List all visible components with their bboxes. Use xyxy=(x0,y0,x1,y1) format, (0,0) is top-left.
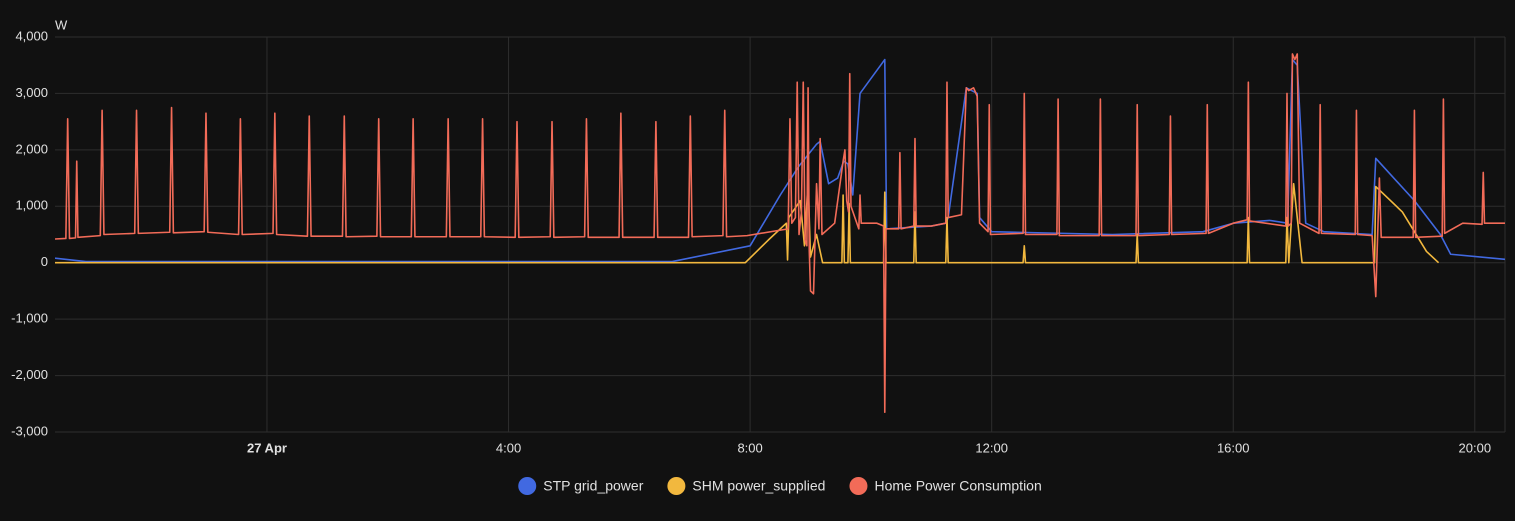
y-tick-label: 2,000 xyxy=(15,141,48,156)
x-tick-label: 16:00 xyxy=(1217,440,1250,455)
series-line xyxy=(55,180,1440,264)
y-tick-label: 4,000 xyxy=(15,28,48,43)
y-tick-label: -1,000 xyxy=(11,311,48,326)
plot-area xyxy=(55,53,1505,414)
legend-item[interactable]: STP grid_power xyxy=(518,477,644,495)
x-tick-label: 27 Apr xyxy=(247,440,287,455)
series-line xyxy=(55,53,1505,414)
y-tick-label: -2,000 xyxy=(11,367,48,382)
y-tick-label: -3,000 xyxy=(11,423,48,438)
axes: W -3,000 -2,000 -1,000 0 1,000 2,000 3,000 4,00… xyxy=(11,17,1491,455)
y-tick-label: 0 xyxy=(41,254,48,269)
legend-label: SHM power_supplied xyxy=(692,478,825,494)
x-tick-label: 4:00 xyxy=(496,440,521,455)
x-tick-label: 12:00 xyxy=(975,440,1008,455)
legend-label: STP grid_power xyxy=(543,478,643,494)
y-tick-label: 3,000 xyxy=(15,85,48,100)
legend-swatch xyxy=(849,477,868,495)
y-tick-label: 1,000 xyxy=(15,198,48,213)
legend-item[interactable]: Home Power Consumption xyxy=(849,477,1042,495)
x-tick-label: 20:00 xyxy=(1459,440,1492,455)
legend-swatch xyxy=(667,477,686,495)
legend-label: Home Power Consumption xyxy=(874,478,1041,494)
y-unit: W xyxy=(55,17,68,32)
legend-item[interactable]: SHM power_supplied xyxy=(667,477,825,495)
legend-swatch xyxy=(518,477,537,495)
legend: STP grid_power SHM power_supplied Home Pow… xyxy=(518,477,1042,495)
grid xyxy=(55,36,1506,433)
x-tick-label: 8:00 xyxy=(737,440,762,455)
